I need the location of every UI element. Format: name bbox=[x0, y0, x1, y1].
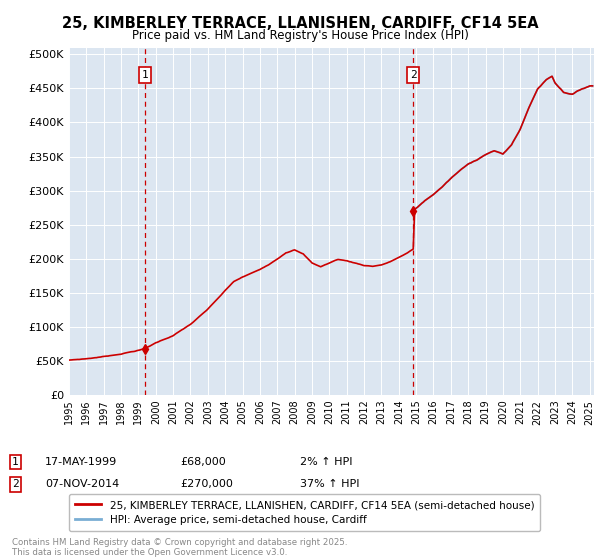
Legend: 25, KIMBERLEY TERRACE, LLANISHEN, CARDIFF, CF14 5EA (semi-detached house), HPI: : 25, KIMBERLEY TERRACE, LLANISHEN, CARDIF… bbox=[69, 494, 541, 531]
Text: £270,000: £270,000 bbox=[180, 479, 233, 489]
Text: 2% ↑ HPI: 2% ↑ HPI bbox=[300, 457, 353, 467]
Text: 25, KIMBERLEY TERRACE, LLANISHEN, CARDIFF, CF14 5EA: 25, KIMBERLEY TERRACE, LLANISHEN, CARDIF… bbox=[62, 16, 538, 31]
Text: £68,000: £68,000 bbox=[180, 457, 226, 467]
Text: 1: 1 bbox=[12, 457, 19, 467]
Text: 2: 2 bbox=[12, 479, 19, 489]
Text: 37% ↑ HPI: 37% ↑ HPI bbox=[300, 479, 359, 489]
Text: Contains HM Land Registry data © Crown copyright and database right 2025.
This d: Contains HM Land Registry data © Crown c… bbox=[12, 538, 347, 557]
Text: 2: 2 bbox=[410, 70, 417, 80]
Text: 1: 1 bbox=[142, 70, 148, 80]
Text: 17-MAY-1999: 17-MAY-1999 bbox=[45, 457, 117, 467]
Text: Price paid vs. HM Land Registry's House Price Index (HPI): Price paid vs. HM Land Registry's House … bbox=[131, 29, 469, 42]
Text: 07-NOV-2014: 07-NOV-2014 bbox=[45, 479, 119, 489]
